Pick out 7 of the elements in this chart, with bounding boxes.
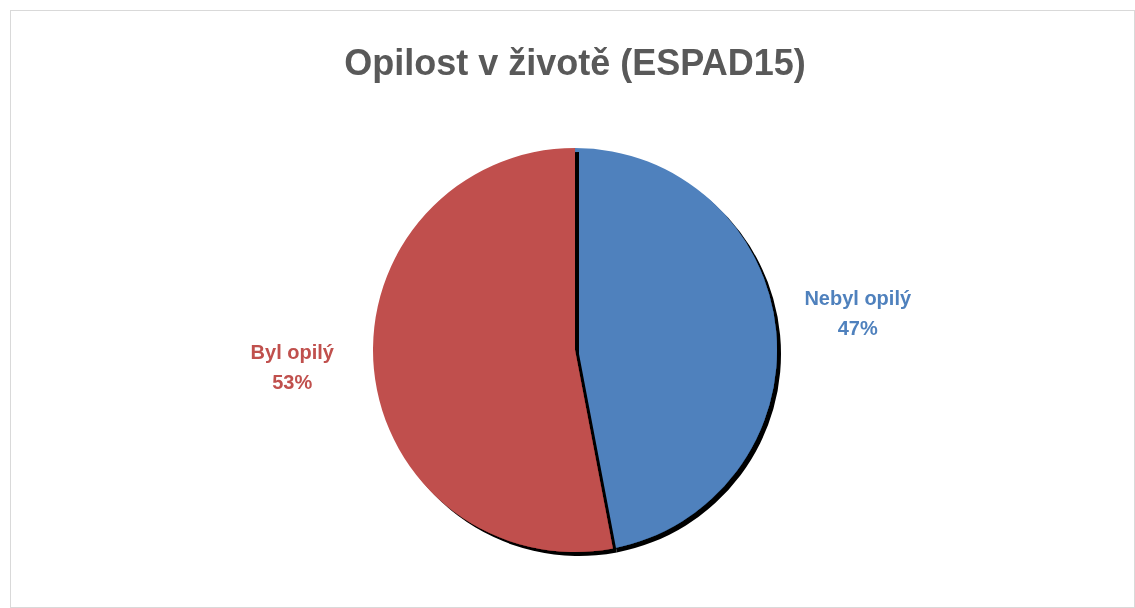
pie-slice <box>575 148 777 549</box>
slice-label: Nebyl opilý <box>804 287 912 310</box>
chart-title: Opilost v životě (ESPAD15) <box>344 42 806 83</box>
pie-slice <box>373 148 613 552</box>
slice-label: Byl opilý <box>250 340 335 363</box>
data-label: 53% <box>272 370 313 393</box>
data-label: 47% <box>837 317 878 340</box>
